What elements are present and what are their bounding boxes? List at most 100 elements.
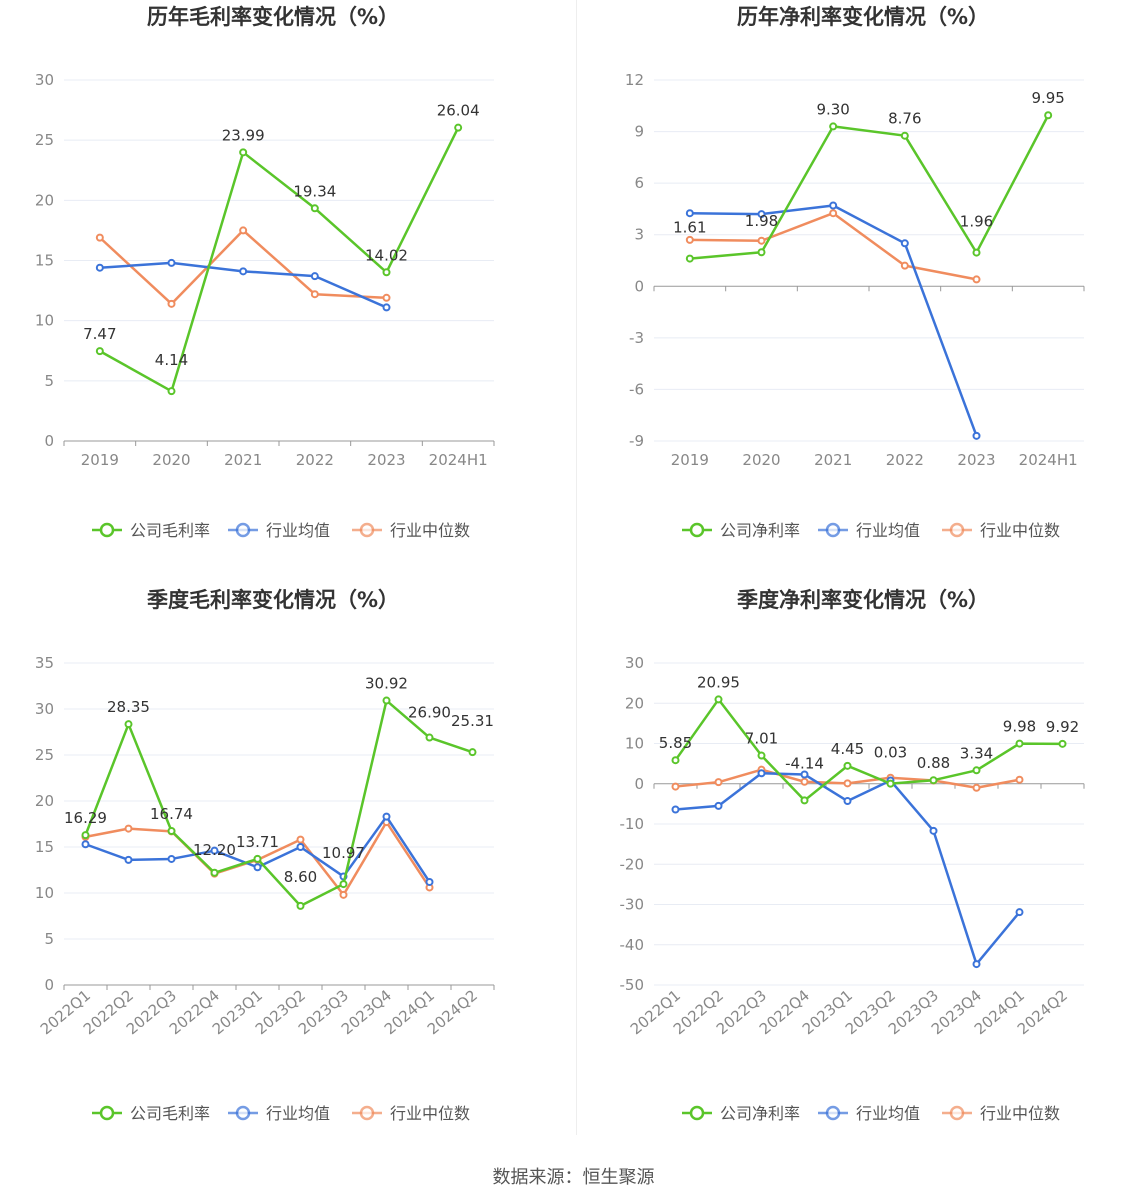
data-point-company[interactable] <box>239 148 248 157</box>
data-point-avg[interactable] <box>843 797 852 806</box>
data-point-avg[interactable] <box>972 431 981 440</box>
legend-item-avg[interactable]: 行业均值 <box>818 1104 920 1123</box>
data-point-median[interactable] <box>900 261 909 270</box>
data-point-median[interactable] <box>843 779 852 788</box>
data-point-company[interactable] <box>468 748 477 757</box>
y-tick-label: 0 <box>44 976 54 994</box>
data-label: 10.97 <box>322 844 365 862</box>
legend-item-median[interactable]: 行业中位数 <box>942 1104 1060 1123</box>
data-point-company[interactable] <box>339 880 348 889</box>
legend-item-company[interactable]: 公司毛利率 <box>92 1104 210 1123</box>
legend-item-company[interactable]: 公司净利率 <box>682 1104 800 1123</box>
data-point-company[interactable] <box>81 831 90 840</box>
data-point-avg[interactable] <box>124 855 133 864</box>
data-point-median[interactable] <box>829 209 838 218</box>
data-point-avg[interactable] <box>239 267 248 276</box>
data-point-company[interactable] <box>1058 739 1067 748</box>
data-point-median[interactable] <box>757 236 766 245</box>
data-point-company[interactable] <box>167 387 176 396</box>
legend-item-median[interactable]: 行业中位数 <box>352 521 470 540</box>
data-point-company[interactable] <box>671 756 680 765</box>
data-point-median[interactable] <box>310 290 319 299</box>
data-point-median[interactable] <box>714 778 723 787</box>
legend-item-company[interactable]: 公司毛利率 <box>92 521 210 540</box>
legend-item-median[interactable]: 行业中位数 <box>352 1104 470 1123</box>
data-point-median[interactable] <box>671 782 680 791</box>
data-point-company[interactable] <box>425 733 434 742</box>
data-point-company[interactable] <box>843 761 852 770</box>
x-tick-label: 2019 <box>81 451 119 469</box>
chart-title: 历年净利率变化情况（%） <box>737 5 989 29</box>
data-point-median[interactable] <box>685 235 694 244</box>
data-point-avg[interactable] <box>81 840 90 849</box>
data-point-median[interactable] <box>296 835 305 844</box>
legend-item-median[interactable]: 行业中位数 <box>942 521 1060 540</box>
data-point-company[interactable] <box>886 779 895 788</box>
data-point-company[interactable] <box>829 122 838 131</box>
data-point-company[interactable] <box>296 901 305 910</box>
data-point-avg[interactable] <box>310 272 319 281</box>
y-tick-label: 3 <box>634 226 644 244</box>
data-point-avg[interactable] <box>757 210 766 219</box>
data-point-avg[interactable] <box>714 801 723 810</box>
data-point-avg[interactable] <box>972 960 981 969</box>
data-point-company[interactable] <box>685 254 694 263</box>
data-point-median[interactable] <box>339 890 348 899</box>
data-point-avg[interactable] <box>296 843 305 851</box>
x-tick-label: 2024H1 <box>1019 451 1078 469</box>
data-point-avg[interactable] <box>167 258 176 267</box>
data-point-company[interactable] <box>1015 739 1024 748</box>
data-point-company[interactable] <box>95 347 104 356</box>
data-point-avg[interactable] <box>671 805 680 814</box>
data-point-median[interactable] <box>800 777 809 786</box>
data-point-company[interactable] <box>900 131 909 140</box>
data-point-median[interactable] <box>239 226 248 235</box>
data-point-avg[interactable] <box>685 209 694 218</box>
data-point-company[interactable] <box>714 695 723 704</box>
data-point-company[interactable] <box>1044 111 1053 120</box>
data-point-company[interactable] <box>253 854 262 863</box>
data-point-avg[interactable] <box>95 263 104 272</box>
data-point-company[interactable] <box>310 204 319 213</box>
data-point-avg[interactable] <box>900 239 909 248</box>
data-point-avg[interactable] <box>929 826 938 835</box>
data-point-avg[interactable] <box>757 769 766 778</box>
data-label: 25.31 <box>451 712 494 730</box>
data-point-avg[interactable] <box>800 770 809 779</box>
data-point-company[interactable] <box>454 123 463 132</box>
data-point-median[interactable] <box>167 299 176 308</box>
data-point-avg[interactable] <box>425 877 434 886</box>
data-point-avg[interactable] <box>167 854 176 863</box>
legend-marker-icon <box>99 522 115 538</box>
data-point-avg[interactable] <box>210 846 219 855</box>
data-point-median[interactable] <box>1015 775 1024 784</box>
data-point-company[interactable] <box>757 751 766 760</box>
legend-marker-icon <box>359 522 375 538</box>
data-point-median[interactable] <box>124 824 133 833</box>
data-point-company[interactable] <box>167 826 176 835</box>
data-point-company[interactable] <box>800 796 809 805</box>
data-point-median[interactable] <box>382 293 391 302</box>
data-point-company[interactable] <box>929 776 938 785</box>
data-point-avg[interactable] <box>382 812 391 821</box>
data-point-avg[interactable] <box>829 201 838 210</box>
data-point-median[interactable] <box>95 233 104 242</box>
data-label: 9.95 <box>1031 89 1064 107</box>
legend-item-avg[interactable]: 行业均值 <box>818 521 920 540</box>
data-point-company[interactable] <box>382 696 391 705</box>
data-point-company[interactable] <box>972 248 981 257</box>
data-point-median[interactable] <box>972 783 981 792</box>
data-point-avg[interactable] <box>382 303 391 312</box>
legend-item-avg[interactable]: 行业均值 <box>228 1104 330 1123</box>
data-point-company[interactable] <box>124 720 133 729</box>
chart-title: 季度毛利率变化情况（%） <box>147 588 399 612</box>
legend-item-company[interactable]: 公司净利率 <box>682 521 800 540</box>
data-point-company[interactable] <box>210 868 219 877</box>
data-point-median[interactable] <box>972 275 981 284</box>
data-point-company[interactable] <box>757 248 766 257</box>
data-point-company[interactable] <box>972 766 981 775</box>
data-point-avg[interactable] <box>253 863 262 872</box>
data-point-avg[interactable] <box>1015 908 1024 917</box>
legend-item-avg[interactable]: 行业均值 <box>228 521 330 540</box>
data-point-company[interactable] <box>382 268 391 277</box>
